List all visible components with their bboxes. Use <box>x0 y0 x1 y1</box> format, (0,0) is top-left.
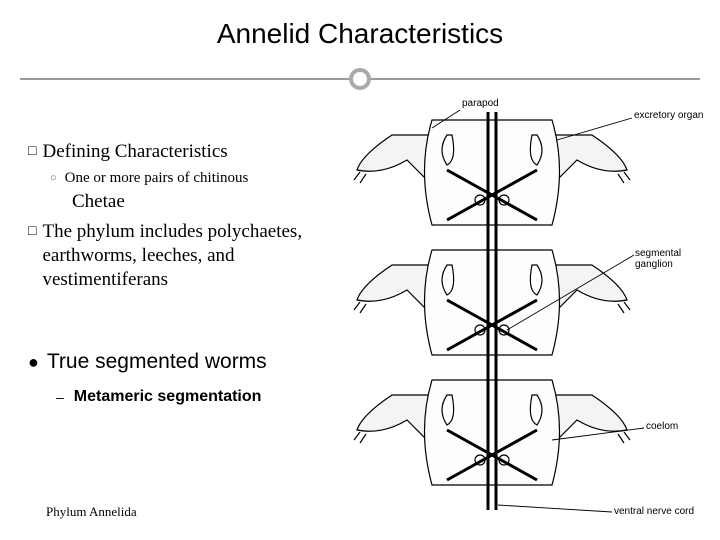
bullet-phylum: □ The phylum includes polychaetes, earth… <box>28 220 348 292</box>
dash-bullet-icon: – <box>56 386 64 408</box>
label-coelom: coelom <box>646 421 678 432</box>
disc-bullet-icon: ● <box>28 348 39 376</box>
sub-bullet-chetae: Chetae <box>72 190 348 214</box>
sub-bullet-metameric: – Metameric segmentation <box>56 386 348 408</box>
bullet-text: The phylum includes polychaetes, earthwo… <box>42 220 348 292</box>
label-excretory: excretory organ <box>634 110 703 121</box>
page-title: Annelid Characteristics <box>0 18 720 50</box>
label-vnc: ventral nerve cord <box>614 506 694 517</box>
title-divider <box>0 68 720 92</box>
bullet-text: Defining Characteristics <box>42 140 227 164</box>
annelid-diagram: parapod excretory organ segmental gangli… <box>352 100 712 525</box>
footer-text: Phylum Annelida <box>46 504 137 520</box>
label-ganglion: segmental ganglion <box>635 248 712 270</box>
sub-bullet-text: Metameric segmentation <box>74 386 262 408</box>
circle-bullet-icon: ○ <box>50 168 57 188</box>
content-area: □ Defining Characteristics ○ One or more… <box>28 140 348 408</box>
square-bullet-icon: □ <box>28 220 36 244</box>
bullet-text: True segmented worms <box>47 348 267 376</box>
label-parapod: parapod <box>462 98 499 109</box>
square-bullet-icon: □ <box>28 140 36 164</box>
bullet-true-segmented: ● True segmented worms <box>28 348 348 376</box>
sub-bullet-text: One or more pairs of chitinous <box>65 168 249 188</box>
sub-bullet-chitinous: ○ One or more pairs of chitinous <box>50 168 348 188</box>
bullet-defining: □ Defining Characteristics <box>28 140 348 164</box>
